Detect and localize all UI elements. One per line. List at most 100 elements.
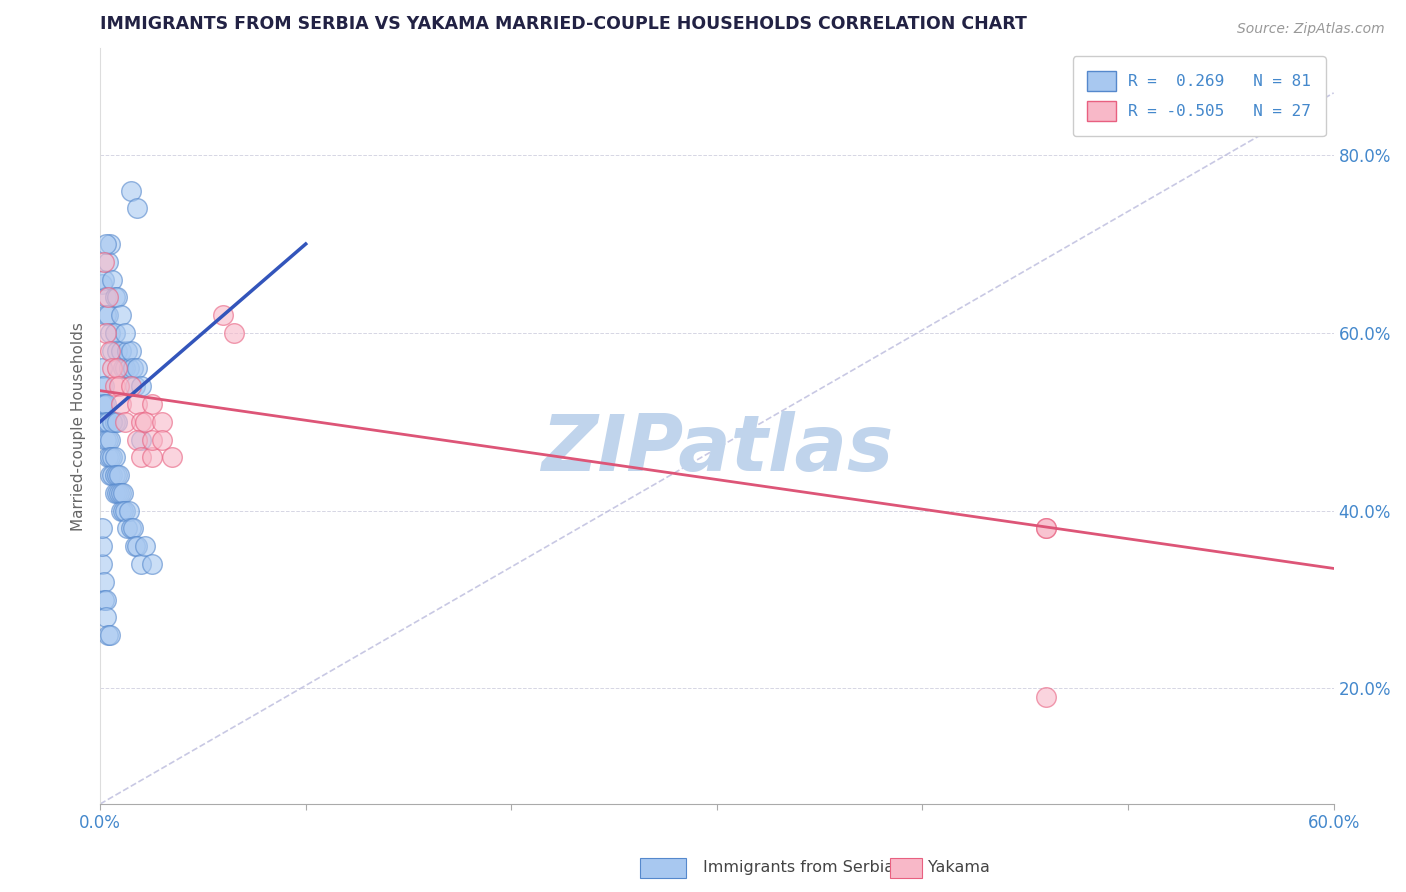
Point [111,361,134,376]
Point [103,326,125,340]
Text: Source: ZipAtlas.com: Source: ZipAtlas.com [1237,22,1385,37]
Point [110,486,132,500]
Point [91,557,114,571]
Point [122,521,145,535]
Y-axis label: Married-couple Households: Married-couple Households [72,322,86,531]
Point [91,361,114,376]
Point [1035,690,1057,705]
Point [105,486,128,500]
Point [105,290,128,304]
Point [105,468,128,483]
Point [97,290,120,304]
Point [120,521,142,535]
Point [93,574,115,589]
Point [96,397,118,411]
Point [96,610,118,624]
Point [100,468,122,483]
Point [93,379,115,393]
Point [129,415,152,429]
Point [107,361,129,376]
Point [1035,521,1057,535]
Point [97,433,120,447]
Point [103,290,125,304]
Point [93,415,115,429]
Point [105,361,128,376]
Point [101,450,124,465]
Point [134,415,156,429]
Text: Immigrants from Serbia: Immigrants from Serbia [703,860,894,874]
Point [129,557,152,571]
Point [110,503,132,517]
Point [100,237,122,252]
Point [100,343,122,358]
Point [105,343,128,358]
Point [91,277,114,291]
Point [120,379,142,393]
Point [120,184,142,198]
Text: IMMIGRANTS FROM SERBIA VS YAKAMA MARRIED-COUPLE HOUSEHOLDS CORRELATION CHART: IMMIGRANTS FROM SERBIA VS YAKAMA MARRIED… [100,15,1026,33]
Point [97,254,120,268]
Point [134,539,156,553]
Point [141,433,163,447]
Point [103,468,125,483]
Point [107,379,129,393]
Point [114,503,136,517]
Point [96,237,118,252]
Point [100,450,122,465]
Point [120,343,142,358]
Point [114,415,136,429]
Point [115,521,138,535]
Point [93,592,115,607]
Point [150,433,173,447]
Point [150,415,173,429]
Point [160,450,183,465]
Point [101,272,124,286]
Point [107,468,129,483]
Point [96,308,118,322]
Point [96,326,118,340]
Point [105,415,128,429]
Point [93,272,115,286]
Point [103,415,125,429]
Point [103,486,125,500]
Point [141,397,163,411]
Point [91,539,114,553]
Point [124,379,146,393]
Point [127,397,149,411]
Point [100,628,122,642]
Point [101,415,124,429]
Point [129,433,152,447]
Legend: R =  0.269   N = 81, R = -0.505   N = 27: R = 0.269 N = 81, R = -0.505 N = 27 [1073,56,1326,136]
Point [110,343,132,358]
Point [107,486,129,500]
Point [101,343,124,358]
Point [127,361,149,376]
Point [91,397,114,411]
Point [97,450,120,465]
Point [118,503,141,517]
Point [141,450,163,465]
Point [91,521,114,535]
Point [96,592,118,607]
Point [110,308,132,322]
Point [124,539,146,553]
Point [212,308,235,322]
Point [127,202,149,216]
Point [129,379,152,393]
Text: Yakama: Yakama [928,860,990,874]
Point [222,326,245,340]
Point [100,433,122,447]
Point [141,557,163,571]
Point [103,450,125,465]
Point [1035,521,1057,535]
Point [127,433,149,447]
Point [129,450,152,465]
Point [97,308,120,322]
Point [110,397,132,411]
Point [114,361,136,376]
Point [118,361,141,376]
Point [97,415,120,429]
Text: ZIPatlas: ZIPatlas [541,411,893,487]
Point [101,468,124,483]
Point [93,397,115,411]
